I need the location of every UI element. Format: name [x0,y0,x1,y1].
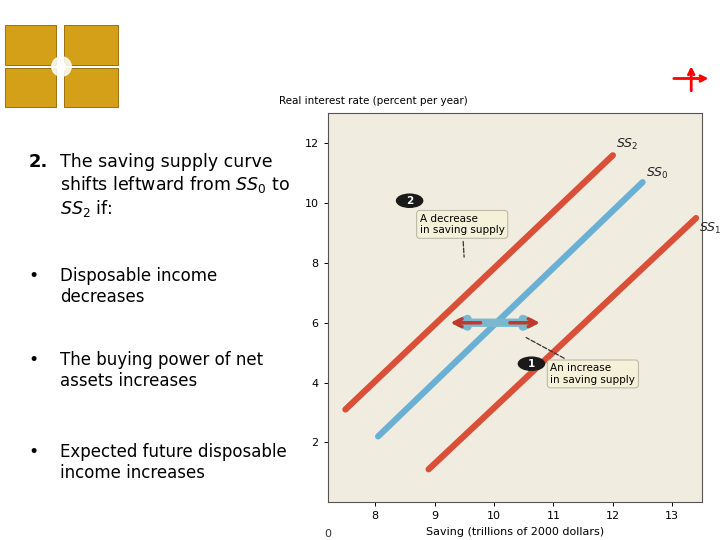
Text: 2.: 2. [29,153,48,171]
Text: Real interest rate (percent per year): Real interest rate (percent per year) [279,96,468,106]
Text: An increase
in saving supply: An increase in saving supply [526,338,635,384]
FancyBboxPatch shape [5,25,56,65]
Text: 9.2 INVESTMENT, SAVING, AND INTEREST: 9.2 INVESTMENT, SAVING, AND INTEREST [144,71,496,86]
Text: 1: 1 [528,359,535,369]
Text: $SS_1$: $SS_1$ [699,221,720,236]
FancyBboxPatch shape [63,25,117,65]
FancyBboxPatch shape [63,68,117,107]
Text: A decrease
in saving supply: A decrease in saving supply [420,214,505,257]
Text: $SS_0$: $SS_0$ [646,166,668,181]
Text: Disposable income
decreases: Disposable income decreases [60,267,217,306]
Text: •: • [29,351,39,369]
Circle shape [397,194,423,207]
Circle shape [518,357,544,370]
Text: The buying power of net
assets increases: The buying power of net assets increases [60,351,264,389]
Text: Expected future disposable
income increases: Expected future disposable income increa… [60,443,287,482]
Text: $SS_2$: $SS_2$ [616,137,639,152]
X-axis label: Saving (trillions of 2000 dollars): Saving (trillions of 2000 dollars) [426,527,604,537]
Text: •: • [29,443,39,461]
Text: 2: 2 [406,195,413,206]
Text: 0: 0 [324,529,331,539]
FancyBboxPatch shape [5,68,56,107]
Text: •: • [29,267,39,285]
Text: The saving supply curve
shifts leftward from $SS_0$ to
$SS_2$ if:: The saving supply curve shifts leftward … [60,153,291,219]
